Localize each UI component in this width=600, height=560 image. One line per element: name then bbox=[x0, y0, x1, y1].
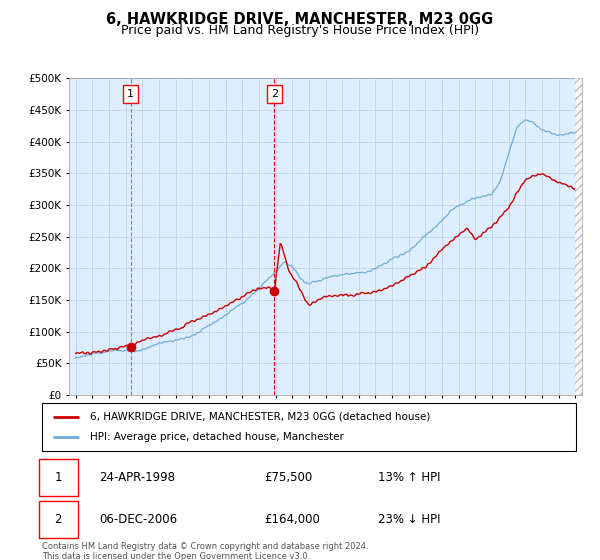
Text: 2: 2 bbox=[271, 89, 278, 99]
Text: 1: 1 bbox=[127, 89, 134, 99]
Text: Price paid vs. HM Land Registry's House Price Index (HPI): Price paid vs. HM Land Registry's House … bbox=[121, 24, 479, 36]
Text: 1: 1 bbox=[55, 471, 62, 484]
Text: Contains HM Land Registry data © Crown copyright and database right 2024.
This d: Contains HM Land Registry data © Crown c… bbox=[42, 542, 368, 560]
Text: 23% ↓ HPI: 23% ↓ HPI bbox=[378, 513, 440, 526]
Text: 24-APR-1998: 24-APR-1998 bbox=[99, 471, 175, 484]
Text: 6, HAWKRIDGE DRIVE, MANCHESTER, M23 0GG: 6, HAWKRIDGE DRIVE, MANCHESTER, M23 0GG bbox=[106, 12, 494, 27]
Text: HPI: Average price, detached house, Manchester: HPI: Average price, detached house, Manc… bbox=[90, 432, 344, 442]
Text: 06-DEC-2006: 06-DEC-2006 bbox=[99, 513, 177, 526]
Text: 2: 2 bbox=[55, 513, 62, 526]
Text: 6, HAWKRIDGE DRIVE, MANCHESTER, M23 0GG (detached house): 6, HAWKRIDGE DRIVE, MANCHESTER, M23 0GG … bbox=[90, 412, 430, 422]
Text: £75,500: £75,500 bbox=[264, 471, 312, 484]
Text: 13% ↑ HPI: 13% ↑ HPI bbox=[378, 471, 440, 484]
Text: £164,000: £164,000 bbox=[264, 513, 320, 526]
